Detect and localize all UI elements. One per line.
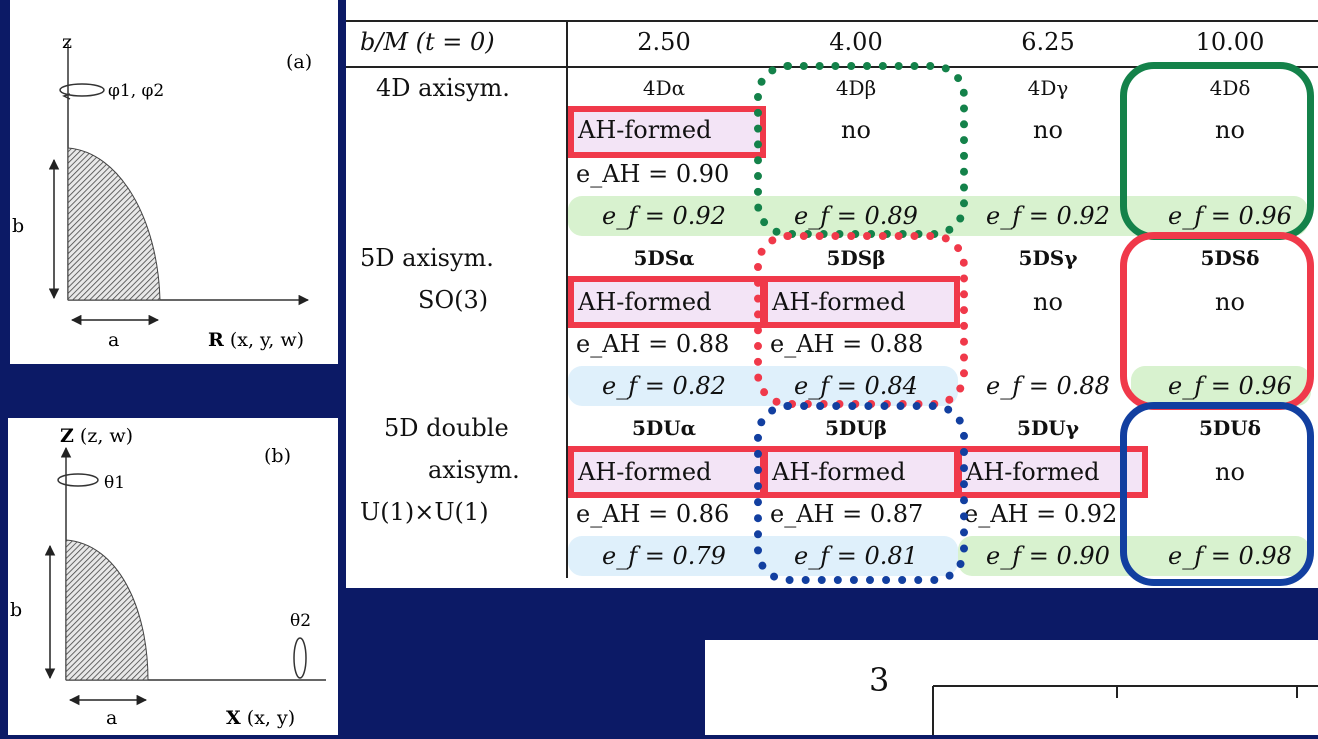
run-code: 5DUγ [1017, 416, 1079, 440]
table-column-rule [566, 22, 568, 578]
eah-cell: e_AH = 0.92 [964, 500, 1118, 528]
diagram-b-figure: Z (z, w) (b) θ1 θ2 b a X (x, y) [10, 425, 326, 729]
status-cell: no [1033, 288, 1063, 316]
solid-outline-green [1120, 62, 1314, 240]
status-cell: AH-formed [578, 458, 712, 486]
ef-cell: e_f = 0.96 [1168, 372, 1292, 400]
row-label: 4D axisym. [376, 74, 510, 102]
eah-cell: e_AH = 0.88 [576, 330, 730, 358]
pink-highlight-5dsa [572, 280, 762, 324]
z-axis-label: Z (z, w) [60, 425, 133, 447]
run-code: 4Dδ [1209, 76, 1251, 100]
diagram-a: z (a) φ1, φ2 b a R (x, y, w) [10, 0, 338, 364]
column-header: 2.50 [637, 28, 691, 56]
ef-cell: e_f = 0.89 [794, 202, 918, 230]
rotation-label: φ1, φ2 [108, 81, 164, 101]
dim-b-label: b [10, 599, 22, 621]
row-label: U(1)×U(1) [360, 498, 489, 526]
run-code: 4Dβ [835, 76, 877, 100]
row-label: axisym. [428, 456, 520, 484]
panel-label-b: (b) [264, 445, 291, 467]
status-cell: no [1033, 116, 1063, 144]
rotation-label-1: θ1 [104, 473, 125, 493]
dim-a-label: a [108, 329, 119, 351]
ef-cell: e_f = 0.92 [602, 202, 726, 230]
ef-cell: e_f = 0.90 [986, 542, 1110, 570]
y-tick-label: 3 [869, 661, 890, 699]
column-header: 6.25 [1021, 28, 1075, 56]
ah-formed-box [568, 446, 766, 498]
run-code: 5DUδ [1198, 416, 1262, 440]
solid-outline-red [1120, 232, 1314, 410]
rotation-label-2: θ2 [290, 611, 311, 631]
dotted-outline-blue [754, 402, 968, 584]
ef-cell: e_f = 0.84 [794, 372, 918, 400]
row-label: 5D double [384, 414, 509, 442]
eah-cell: e_AH = 0.88 [770, 330, 924, 358]
rotation-arrowhead-icon [62, 93, 71, 100]
status-cell: AH-formed [966, 458, 1100, 486]
ef-cell: e_f = 0.81 [794, 542, 918, 570]
status-cell: AH-formed [578, 116, 712, 144]
z-axis-label: z [62, 31, 72, 53]
run-code: 5DSγ [1018, 246, 1078, 270]
diagram-b: Z (z, w) (b) θ1 θ2 b a X (x, y) [8, 418, 338, 735]
x-axis-label: X (x, y) [226, 707, 295, 729]
plot-fragment: 3 [705, 640, 1318, 735]
status-cell: no [841, 116, 871, 144]
solid-outline-blue [1120, 402, 1314, 586]
ah-formed-box [956, 446, 1148, 498]
dim-b-label: b [12, 215, 24, 237]
hatched-body [65, 539, 149, 681]
eah-cell: e_AH = 0.90 [576, 160, 730, 188]
table-top-rule [346, 20, 1318, 22]
status-cell: no [1215, 116, 1245, 144]
ef-cell: e_f = 0.98 [1168, 542, 1292, 570]
ef-cell: e_f = 0.79 [602, 542, 726, 570]
ef-cell: e_f = 0.96 [1168, 202, 1292, 230]
diagram-a-figure: z (a) φ1, φ2 b a R (x, y, w) [12, 31, 312, 351]
eah-cell: e_AH = 0.86 [576, 500, 730, 528]
pink-highlight-5dua [572, 450, 762, 494]
status-cell: AH-formed [578, 288, 712, 316]
results-table: b/M (t = 0) 2.50 4.00 6.25 10.00 4D axis… [346, 0, 1318, 588]
pink-highlight-5duc [960, 450, 1146, 494]
panel-label-a: (a) [286, 51, 312, 73]
ah-formed-box [762, 276, 960, 328]
dotted-outline-green [754, 62, 968, 238]
run-code: 4Dγ [1027, 76, 1069, 100]
run-code: 5DSδ [1200, 246, 1260, 270]
plot-axes [932, 685, 1318, 735]
run-code: 5DSα [633, 246, 695, 270]
rotation-arrow-icon [59, 83, 105, 97]
status-cell: AH-formed [772, 458, 906, 486]
rotation-arrow-icon [57, 473, 99, 487]
hatched-body [67, 147, 161, 301]
run-code: 4Dα [642, 76, 686, 100]
column-header: 10.00 [1195, 28, 1265, 56]
dim-a-label: a [106, 707, 117, 729]
table-header-label: b/M (t = 0) [360, 28, 495, 56]
column-header: 4.00 [829, 28, 883, 56]
rotation-arrow-2-icon [293, 637, 307, 679]
ef-cell: e_f = 0.82 [602, 372, 726, 400]
r-axis-label: R (x, y, w) [208, 329, 304, 351]
pink-highlight-4da [572, 110, 762, 154]
pink-highlight-5dub [766, 450, 956, 494]
row-label: 5D axisym. [360, 244, 494, 272]
status-cell: AH-formed [772, 288, 906, 316]
run-code: 5DUβ [825, 416, 887, 440]
eah-cell: e_AH = 0.87 [770, 500, 924, 528]
run-code: 5DUα [631, 416, 697, 440]
ah-formed-box [568, 106, 766, 158]
status-cell: no [1215, 458, 1245, 486]
ef-cell: e_f = 0.92 [986, 202, 1110, 230]
run-code: 5DSβ [826, 246, 886, 270]
pink-highlight-5dsb [766, 280, 956, 324]
ef-cell: e_f = 0.88 [986, 372, 1110, 400]
dotted-outline-red [754, 232, 968, 408]
row-label: SO(3) [418, 286, 489, 314]
ah-formed-box [568, 276, 766, 328]
status-cell: no [1215, 288, 1245, 316]
